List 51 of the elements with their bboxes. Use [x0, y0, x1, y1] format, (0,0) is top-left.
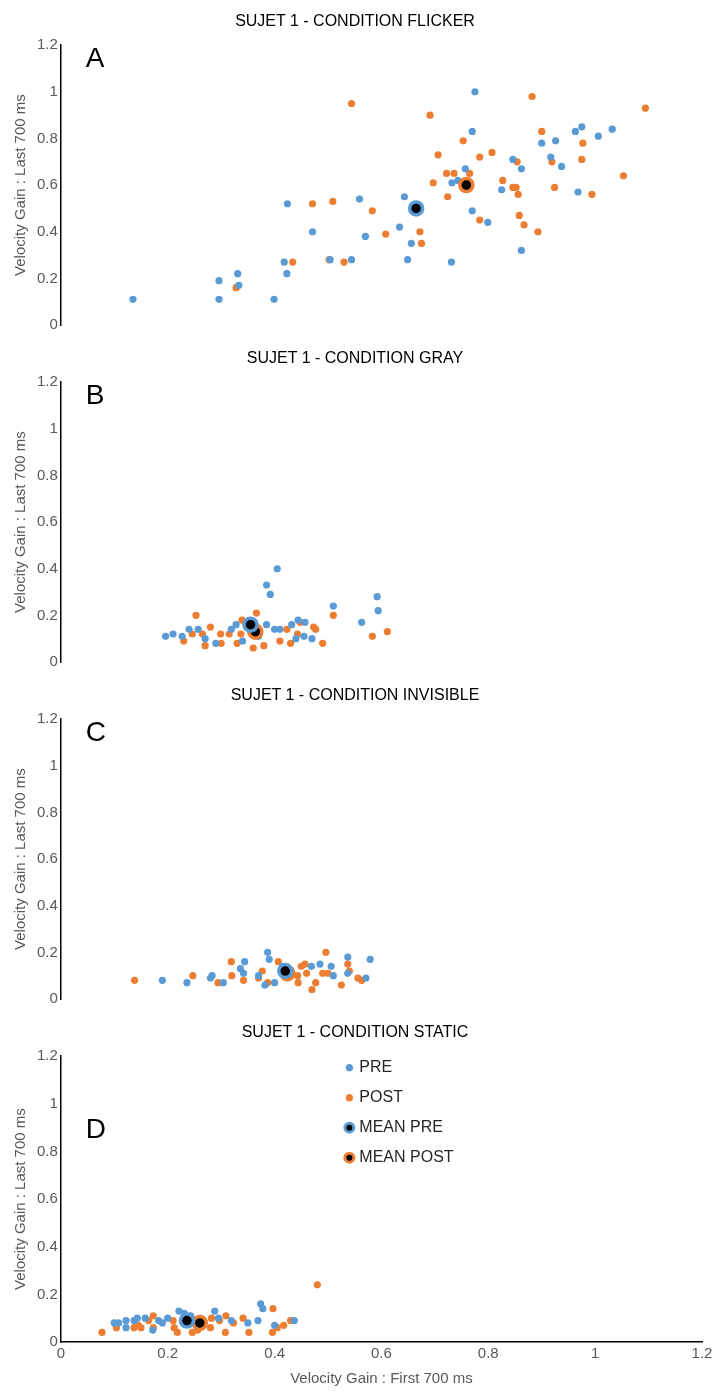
chart-title: SUJET 1 - CONDITION FLICKER: [235, 12, 475, 30]
y-tick-label: 1: [49, 418, 58, 436]
y-tick-label: 1.2: [36, 35, 58, 53]
annotation: C: [85, 715, 107, 747]
x-tick-label: 1: [590, 1344, 600, 1362]
y-tick-label: 0: [49, 315, 58, 333]
y-tick-label: 0.6: [36, 175, 58, 193]
x-tick-label: 0.2: [157, 1344, 179, 1362]
x-tick-label: 0.6: [371, 1344, 392, 1362]
y-axis-title: Velocity Gain : Last 700 ms: [11, 768, 29, 950]
y-tick-label: 1: [49, 1093, 58, 1111]
chart-title: SUJET 1 - CONDITION STATIC: [241, 1023, 469, 1041]
x-tick-label: 1.2: [691, 1344, 713, 1362]
y-axis-title: Velocity Gain : Last 700 ms: [11, 1108, 29, 1290]
y-axis-title: Velocity Gain : Last 700 ms: [11, 431, 29, 613]
y-tick-label: 0.4: [36, 895, 58, 913]
legend-label: MEAN PRE: [359, 1118, 443, 1136]
legend-label: PRE: [359, 1058, 393, 1076]
legend-label: MEAN POST: [359, 1148, 454, 1166]
y-tick-label: 0: [49, 652, 58, 670]
y-axis-title: Velocity Gain : Last 700 ms: [11, 94, 29, 276]
y-tick-label: 0: [49, 989, 58, 1007]
y-tick-label: 1.2: [36, 709, 58, 727]
y-tick-label: 1: [49, 755, 58, 773]
y-tick-label: 0.4: [36, 1236, 58, 1254]
y-tick-label: 0.8: [36, 802, 58, 820]
y-tick-label: 0: [49, 1332, 58, 1350]
annotation: A: [85, 41, 105, 73]
y-tick-label: 0.6: [36, 512, 58, 530]
y-tick-label: 1: [49, 81, 58, 99]
y-tick-label: 0.2: [36, 605, 58, 623]
y-tick-label: 0.4: [36, 221, 58, 239]
y-tick-label: 0.2: [36, 1284, 58, 1302]
y-tick-label: 1.2: [36, 372, 58, 390]
y-tick-label: 1.2: [36, 1046, 58, 1064]
annotation: D: [85, 1112, 107, 1144]
y-tick-label: 0.8: [36, 128, 58, 146]
x-axis-title: Velocity Gain : First 700 ms: [290, 1369, 473, 1387]
y-tick-label: 0.2: [36, 268, 58, 286]
y-tick-label: 0.8: [36, 465, 58, 483]
y-tick-label: 0.6: [36, 1189, 58, 1207]
y-tick-label: 0.2: [36, 942, 58, 960]
chart-title: SUJET 1 - CONDITION INVISIBLE: [230, 686, 480, 704]
chart-title: SUJET 1 - CONDITION GRAY: [246, 349, 464, 367]
y-tick-label: 0.8: [36, 1141, 58, 1159]
y-tick-label: 0.4: [36, 558, 58, 576]
x-tick-label: 0.4: [264, 1344, 285, 1362]
x-tick-label: 0.8: [477, 1344, 499, 1362]
annotation: B: [85, 378, 105, 410]
legend-label: POST: [359, 1088, 404, 1106]
y-tick-label: 0.6: [36, 849, 58, 867]
